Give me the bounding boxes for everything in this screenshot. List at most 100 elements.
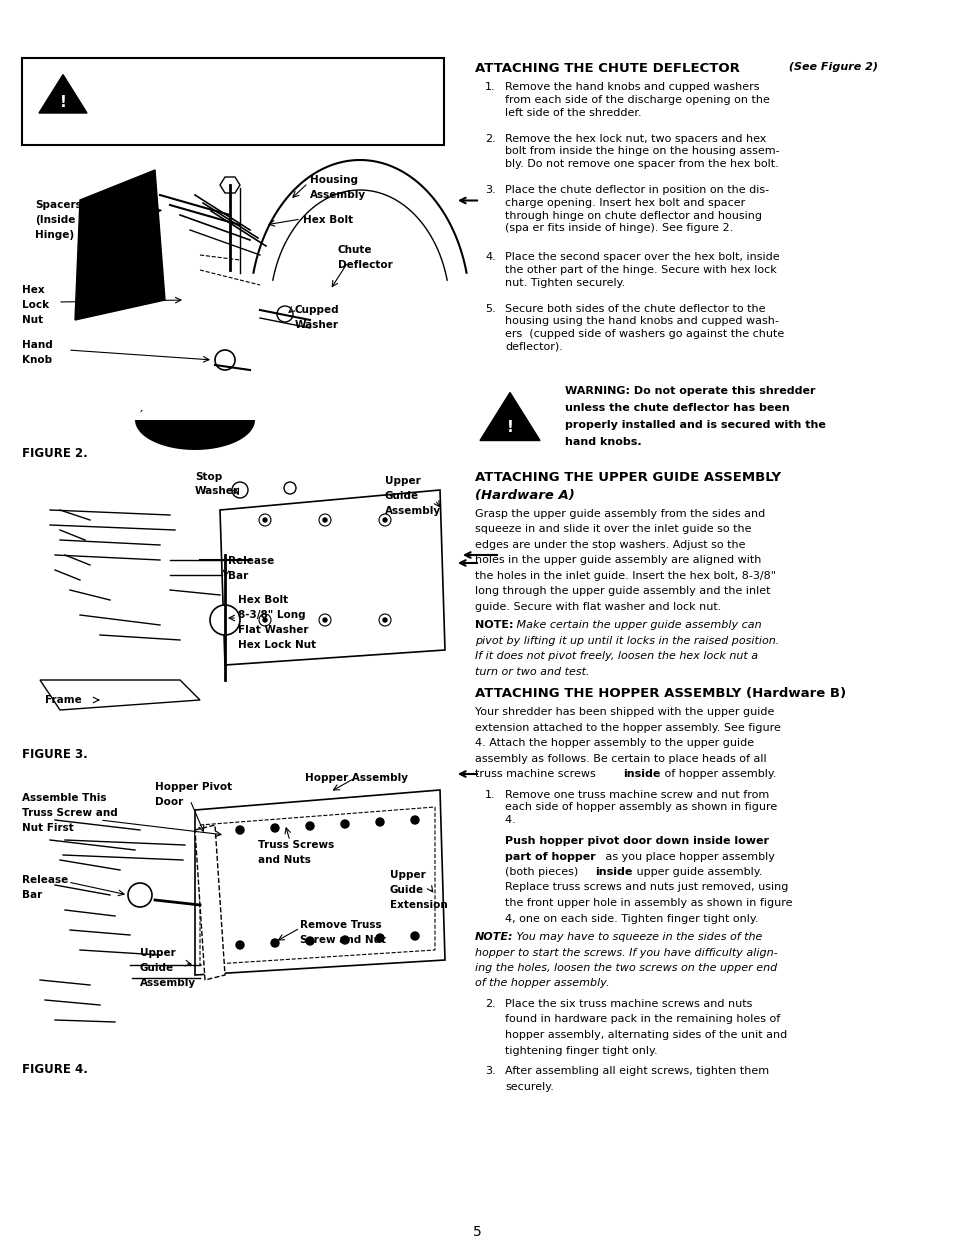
Text: (Inside: (Inside (35, 216, 75, 226)
Bar (22, 59, 443, 145)
Text: Bar: Bar (228, 571, 248, 581)
Text: !: ! (59, 95, 67, 110)
Text: Hex: Hex (22, 285, 45, 295)
Circle shape (340, 936, 349, 944)
Text: !: ! (506, 420, 513, 435)
Text: Truss Screw and: Truss Screw and (22, 807, 117, 819)
Circle shape (378, 515, 391, 526)
Text: 5.: 5. (484, 304, 496, 314)
Text: guide. Secure with flat washer and lock nut.: guide. Secure with flat washer and lock … (475, 602, 720, 612)
Text: wire is disconnected and moved away: wire is disconnected and moved away (110, 96, 361, 108)
Text: tightening finger tight only.: tightening finger tight only. (504, 1045, 657, 1055)
Circle shape (306, 937, 314, 944)
Text: truss machine screws: truss machine screws (475, 769, 598, 779)
Text: Hand: Hand (22, 340, 52, 350)
Text: edges are under the stop washers. Adjust so the: edges are under the stop washers. Adjust… (475, 540, 744, 549)
Text: Hopper Assembly: Hopper Assembly (305, 773, 408, 782)
Text: the shredder.: the shredder. (110, 136, 199, 150)
Text: 2.: 2. (484, 999, 496, 1009)
Circle shape (306, 822, 314, 830)
Polygon shape (194, 790, 444, 976)
Text: 3.: 3. (484, 1067, 496, 1077)
Circle shape (318, 515, 331, 526)
Text: long through the upper guide assembly and the inlet: long through the upper guide assembly an… (475, 586, 770, 596)
Text: Chute: Chute (337, 245, 372, 255)
Circle shape (284, 482, 295, 493)
Text: of hopper assembly.: of hopper assembly. (660, 769, 776, 779)
Circle shape (235, 826, 244, 834)
Text: inside: inside (595, 867, 632, 877)
Text: 1.: 1. (484, 790, 496, 800)
Text: Release: Release (22, 875, 69, 885)
Circle shape (128, 883, 152, 907)
Text: Assembly: Assembly (385, 506, 440, 516)
Circle shape (232, 482, 248, 498)
Circle shape (258, 614, 271, 625)
Text: 1.: 1. (484, 82, 496, 92)
Text: Assemble This: Assemble This (22, 792, 107, 802)
Circle shape (271, 939, 278, 947)
Text: Remove one truss machine screw and nut from
each side of hopper assembly as show: Remove one truss machine screw and nut f… (504, 790, 777, 825)
Text: Upper: Upper (140, 948, 175, 958)
Text: Make certain the upper guide assembly can: Make certain the upper guide assembly ca… (513, 621, 760, 630)
Polygon shape (200, 807, 435, 964)
Polygon shape (194, 825, 225, 981)
Text: Hinge): Hinge) (35, 231, 74, 240)
Text: 4, one on each side. Tighten finger tight only.: 4, one on each side. Tighten finger tigh… (504, 913, 758, 923)
Text: ATTACHING THE HOPPER ASSEMBLY (Hardware B): ATTACHING THE HOPPER ASSEMBLY (Hardware … (475, 687, 845, 700)
Text: 4.: 4. (484, 252, 496, 262)
Text: 3.: 3. (484, 184, 496, 196)
Text: Your shredder has been shipped with the upper guide: Your shredder has been shipped with the … (475, 706, 774, 716)
Text: NOTE:: NOTE: (475, 932, 513, 942)
Text: of the hopper assembly.: of the hopper assembly. (475, 978, 609, 988)
Text: Deflector: Deflector (337, 260, 393, 270)
Text: upper guide assembly.: upper guide assembly. (633, 867, 761, 877)
Text: NOTE:: NOTE: (475, 621, 513, 630)
Polygon shape (220, 490, 444, 665)
Text: Hex Bolt: Hex Bolt (303, 216, 353, 226)
Text: Release: Release (228, 556, 274, 566)
Text: WARNING: Make certain the spark plug: WARNING: Make certain the spark plug (110, 76, 370, 88)
Circle shape (340, 820, 349, 829)
Text: ing the holes, loosen the two screws on the upper end: ing the holes, loosen the two screws on … (475, 963, 777, 973)
Text: 8-3/8" Long: 8-3/8" Long (237, 611, 305, 621)
Text: Housing: Housing (310, 174, 357, 184)
Circle shape (263, 518, 267, 522)
Text: Guide: Guide (140, 963, 174, 973)
Text: Place the six truss machine screws and nuts: Place the six truss machine screws and n… (504, 999, 752, 1009)
Text: Hopper Pivot: Hopper Pivot (154, 782, 232, 792)
Text: Stop: Stop (194, 472, 222, 482)
Circle shape (258, 515, 271, 526)
Text: Cupped: Cupped (294, 305, 339, 315)
Text: Push hopper pivot door down inside lower: Push hopper pivot door down inside lower (504, 836, 768, 846)
Circle shape (235, 941, 244, 949)
Text: found in hardware pack in the remaining holes of: found in hardware pack in the remaining … (504, 1014, 780, 1024)
Text: WARNING: Do not operate this shredder: WARNING: Do not operate this shredder (564, 385, 815, 395)
Text: Truss Screws: Truss Screws (257, 840, 334, 850)
Text: Place the chute deflector in position on the dis-
charge opening. Insert hex bol: Place the chute deflector in position on… (504, 184, 768, 233)
Polygon shape (39, 75, 87, 113)
Text: Guide: Guide (385, 491, 418, 501)
Text: 4. Attach the hopper assembly to the upper guide: 4. Attach the hopper assembly to the upp… (475, 738, 753, 748)
Circle shape (214, 350, 234, 370)
Text: Remove the hex lock nut, two spacers and hex
bolt from inside the hinge on the h: Remove the hex lock nut, two spacers and… (504, 133, 779, 169)
Circle shape (210, 606, 240, 635)
Text: FIGURE 3.: FIGURE 3. (22, 748, 88, 761)
Text: hopper to start the screws. If you have difficulty align-: hopper to start the screws. If you have … (475, 947, 777, 957)
Text: securely.: securely. (504, 1082, 554, 1091)
Text: ATTACHING THE CHUTE DEFLECTOR: ATTACHING THE CHUTE DEFLECTOR (475, 62, 740, 75)
Text: Replace truss screws and nuts just removed, using: Replace truss screws and nuts just remov… (504, 882, 787, 892)
Text: Remove Truss: Remove Truss (299, 920, 381, 930)
Text: Assembly: Assembly (310, 189, 366, 201)
Text: pivot by lifting it up until it locks in the raised position.: pivot by lifting it up until it locks in… (475, 635, 779, 645)
Text: as you place hopper assembly: as you place hopper assembly (601, 851, 774, 861)
Text: (Hardware A): (Hardware A) (475, 488, 574, 501)
Polygon shape (220, 177, 240, 193)
Text: Grasp the upper guide assembly from the sides and: Grasp the upper guide assembly from the … (475, 508, 764, 518)
Text: unless the chute deflector has been: unless the chute deflector has been (564, 402, 789, 412)
Polygon shape (135, 420, 254, 450)
Text: 2.: 2. (484, 133, 496, 143)
Text: properly installed and is secured with the: properly installed and is secured with t… (564, 420, 825, 430)
Circle shape (318, 614, 331, 625)
Text: Upper: Upper (385, 476, 420, 486)
